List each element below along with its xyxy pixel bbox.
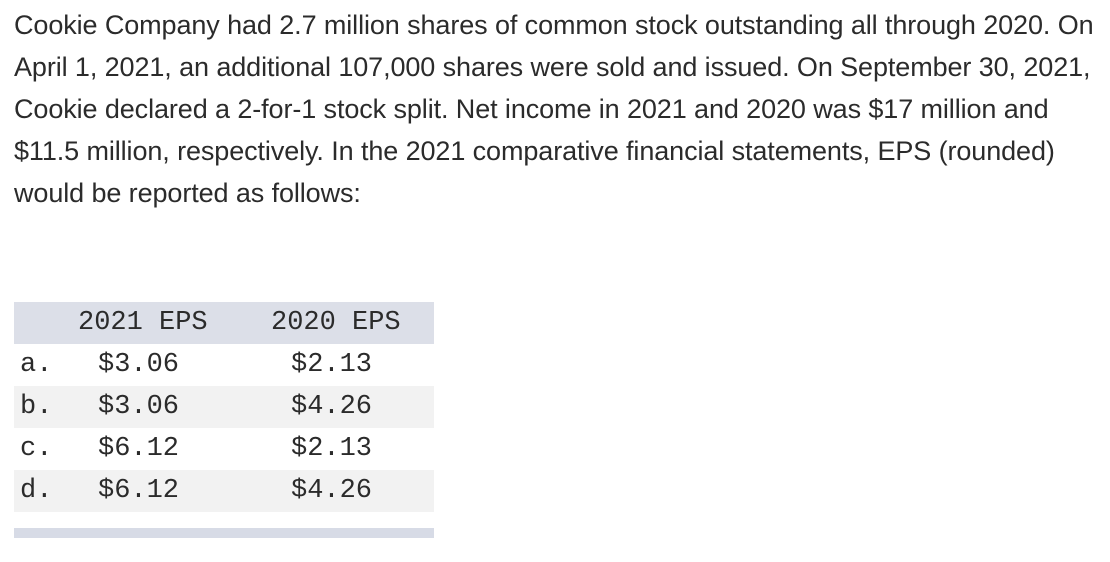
option-row-b: b. $3.06 $4.26 [14,386,434,428]
option-letter: a. [20,350,53,380]
option-row-c: c. $6.12 $2.13 [14,428,434,470]
eps-2020-value: $2.13 [291,434,373,464]
option-row-d: d. $6.12 $4.26 [14,470,434,512]
eps-2021-value: $6.12 [98,476,180,506]
option-row-a: a. $3.06 $2.13 [14,344,434,386]
option-letter: b. [20,392,53,422]
header-2020-eps: 2020 EPS [271,308,401,338]
header-2021-eps: 2021 EPS [78,308,208,338]
eps-2020-value: $4.26 [291,392,373,422]
eps-options-table: 2021 EPS 2020 EPS a. $3.06 $2.13 b. $3.0… [14,302,434,512]
eps-2021-value: $3.06 [98,350,180,380]
table-footer-bar [14,528,434,538]
eps-2021-value: $3.06 [98,392,180,422]
eps-2021-value: $6.12 [98,434,180,464]
table-header-row: 2021 EPS 2020 EPS [14,302,434,344]
eps-2020-value: $2.13 [291,350,373,380]
option-letter: d. [20,476,53,506]
eps-2020-value: $4.26 [291,476,373,506]
question-text: Cookie Company had 2.7 million shares of… [14,10,1094,208]
option-letter: c. [20,434,53,464]
